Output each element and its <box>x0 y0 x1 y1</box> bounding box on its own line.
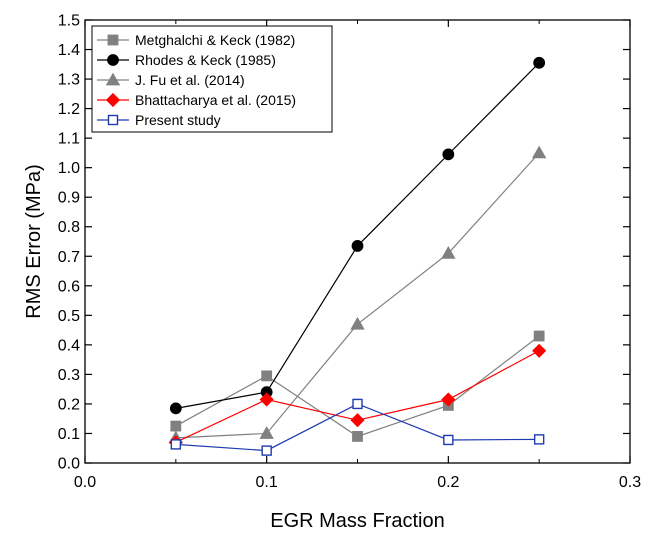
data-point <box>531 145 547 159</box>
axis-ticks: 0.0 0.1 0.2 0.3 0.0 0.1 0.2 0.3 0.4 0.5 0.6 0.7 0.8 0… <box>58 13 641 492</box>
series-2 <box>169 56 546 415</box>
y-tick-label: 0.3 <box>58 367 80 384</box>
y-tick-label: 0.0 <box>58 456 80 473</box>
data-point <box>441 246 456 259</box>
y-tick-label: 1.5 <box>58 13 80 30</box>
data-point <box>532 343 547 358</box>
data-point <box>352 398 363 410</box>
x-tick-label: 0.0 <box>74 474 96 491</box>
y-tick-label: 0.7 <box>58 249 80 266</box>
y-tick-label: 1.2 <box>58 101 80 118</box>
y-axis-title: RMS Error (MPa) <box>23 164 45 318</box>
legend-marker <box>107 54 119 66</box>
series-4 <box>168 343 547 450</box>
x-tick-label: 0.3 <box>619 474 641 491</box>
legend-label: Present study <box>135 112 221 128</box>
y-tick-label: 1.0 <box>58 160 80 177</box>
data-point <box>170 439 182 450</box>
data-point <box>170 420 182 432</box>
x-tick-label: 0.1 <box>256 474 278 491</box>
y-tick-label: 0.5 <box>58 308 80 325</box>
legend: Metghalchi & Keck (1982) Rhodes & Keck (1… <box>91 25 333 133</box>
data-point <box>350 316 365 330</box>
legend-label: J. Fu et al. (2014) <box>135 72 245 88</box>
plot-layer <box>168 56 547 456</box>
y-tick-label: 1.4 <box>58 42 80 59</box>
legend-marker <box>105 72 121 86</box>
y-tick-label: 1.3 <box>58 72 80 89</box>
series-5 <box>170 398 545 456</box>
data-point <box>533 330 545 342</box>
legend-entry: Metghalchi & Keck (1982) <box>97 32 295 48</box>
legend-marker <box>107 34 119 46</box>
y-tick-label: 0.6 <box>58 278 80 295</box>
data-point <box>261 445 272 456</box>
y-tick-label: 0.4 <box>58 337 80 354</box>
legend-label: Metghalchi & Keck (1982) <box>135 32 295 48</box>
y-tick-label: 1.1 <box>58 131 80 148</box>
legend-label: Rhodes & Keck (1985) <box>135 52 276 68</box>
legend-entry: Rhodes & Keck (1985) <box>97 52 276 68</box>
data-point <box>261 370 273 382</box>
data-point <box>351 240 364 252</box>
data-point <box>443 434 454 446</box>
x-axis-title: EGR Mass Fraction <box>270 510 444 532</box>
legend-marker <box>107 114 119 126</box>
y-tick-label: 0.2 <box>58 396 80 413</box>
data-point <box>259 426 274 439</box>
data-point <box>350 413 365 428</box>
y-tick-label: 0.1 <box>58 426 80 443</box>
data-point <box>442 148 455 161</box>
legend-marker <box>105 92 121 108</box>
legend-label: Bhattacharya et al. (2015) <box>135 92 296 108</box>
legend-entry: Present study <box>97 112 221 128</box>
data-point <box>169 402 182 415</box>
data-point <box>533 56 546 69</box>
x-tick-label: 0.2 <box>437 474 459 491</box>
data-point <box>352 431 363 442</box>
legend-box <box>91 25 333 133</box>
y-tick-label: 0.8 <box>58 219 80 236</box>
data-point <box>259 392 274 407</box>
data-point <box>533 434 545 445</box>
y-tick-label: 0.9 <box>58 190 80 207</box>
data-point <box>441 392 456 407</box>
legend-entry: J. Fu et al. (2014) <box>97 72 245 88</box>
legend-entry: Bhattacharya et al. (2015) <box>97 92 296 108</box>
